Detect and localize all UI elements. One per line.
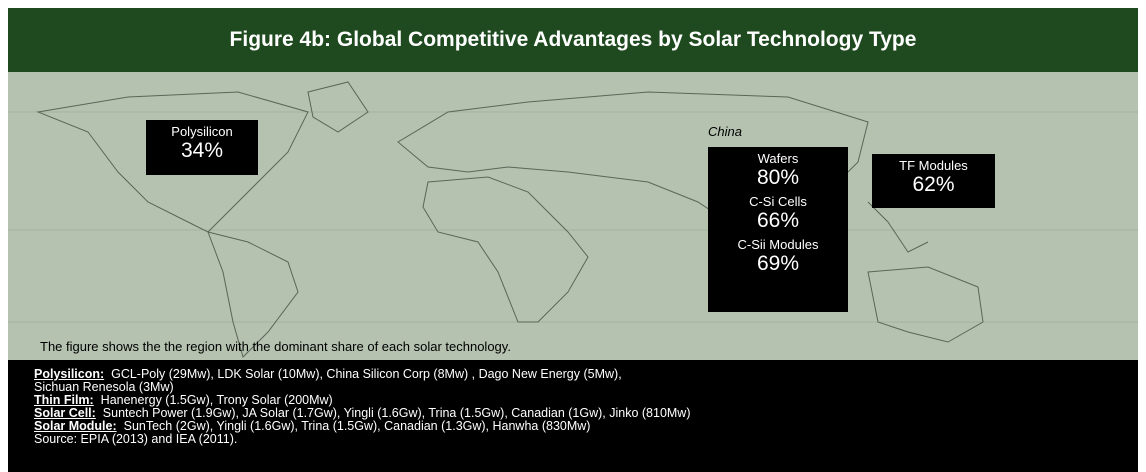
china-item: Wafers 80% bbox=[708, 151, 848, 190]
value: 34% bbox=[180, 139, 224, 162]
footer: Polysilicon: GCL-Poly (29Mw), LDK Solar … bbox=[8, 360, 1138, 472]
label: C-Sii Modules bbox=[737, 237, 819, 252]
title: Figure 4b: Global Competitive Advantages… bbox=[8, 8, 1138, 72]
footer-text: GCL-Poly (29Mw), LDK Solar (10Mw), China… bbox=[111, 367, 622, 381]
region-label: China bbox=[708, 124, 742, 139]
footer-line: Thin Film: Hanenergy (1.5Gw), Trony Sola… bbox=[34, 394, 1138, 407]
world-map bbox=[8, 81, 1138, 358]
footer-label: Solar Module: bbox=[34, 419, 117, 433]
tf-box: TF Modules 62% bbox=[872, 154, 995, 208]
polysilicon-box: Polysilicon 34% bbox=[146, 120, 258, 175]
footer-line: Polysilicon: GCL-Poly (29Mw), LDK Solar … bbox=[34, 368, 1138, 381]
value: 66% bbox=[756, 209, 800, 232]
label: TF Modules bbox=[899, 158, 968, 173]
china-item: C-Si Cells 66% bbox=[708, 194, 848, 233]
footer-label: Thin Film: bbox=[34, 393, 94, 407]
footer-text: SunTech (2Gw), Yingli (1.6Gw), Trina (1.… bbox=[123, 419, 591, 433]
footer-line: Solar Module: SunTech (2Gw), Yingli (1.6… bbox=[34, 420, 1138, 433]
china-item: C-Sii Modules 69% bbox=[708, 237, 848, 276]
china-box: Wafers 80% C-Si Cells 66% C-Sii Modules 69% bbox=[708, 147, 848, 312]
footer-text: Hanenergy (1.5Gw), Trony Solar (200Mw) bbox=[100, 393, 333, 407]
value: 69% bbox=[756, 252, 800, 275]
value: 62% bbox=[912, 173, 955, 196]
footer-label: Solar Cell: bbox=[34, 406, 96, 420]
footer-text: Sichuan Renesola (3Mw) bbox=[34, 380, 174, 394]
footer-line: Sichuan Renesola (3Mw) bbox=[34, 381, 1138, 394]
footer-line: Solar Cell: Suntech Power (1.9Gw), JA So… bbox=[34, 407, 1138, 420]
label: Wafers bbox=[757, 151, 799, 166]
source: Source: EPIA (2013) and IEA (2011). bbox=[34, 432, 238, 446]
label: C-Si Cells bbox=[749, 194, 807, 209]
value: 80% bbox=[756, 166, 800, 189]
footer-label: Polysilicon: bbox=[34, 367, 105, 381]
footer-text: Suntech Power (1.9Gw), JA Solar (1.7Gw),… bbox=[102, 406, 691, 420]
caption: The figure shows the the region with the… bbox=[40, 339, 511, 354]
map: Polysilicon 34% China Wafers 80% C-Si Cell… bbox=[8, 72, 1138, 360]
label: Polysilicon bbox=[171, 124, 233, 139]
